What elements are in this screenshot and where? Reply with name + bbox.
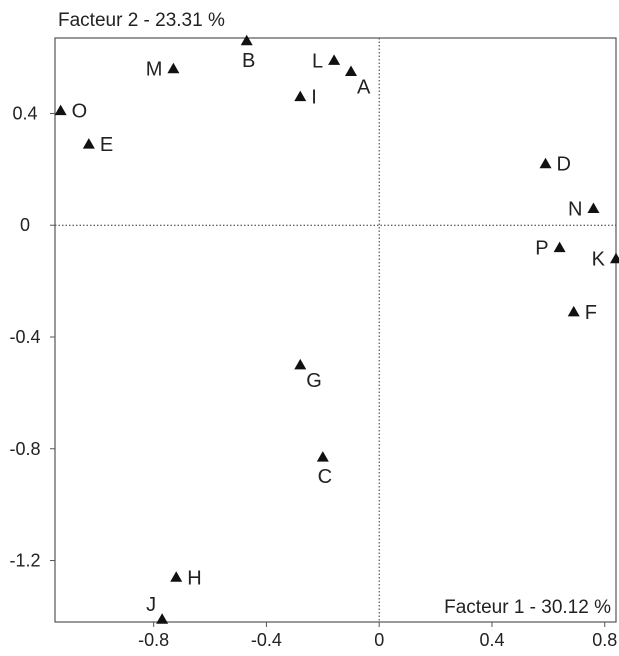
- triangle-marker: [240, 34, 253, 46]
- tick-labels: -0.8 -0.4 0 0.4 0.8 0.4 0 -0.4 -0.8 -1.2: [9, 103, 617, 650]
- triangle-marker: [316, 451, 329, 462]
- point-i: I: [294, 87, 317, 109]
- point-label: G: [306, 370, 322, 392]
- x-axis-title: Facteur 1 - 30.12 %: [444, 597, 611, 618]
- point-e: E: [82, 134, 113, 156]
- triangle-marker: [345, 65, 358, 77]
- triangle-marker: [553, 241, 566, 253]
- triangle-marker: [54, 104, 67, 116]
- point-label: P: [535, 238, 548, 260]
- point-p: P: [535, 238, 566, 260]
- point-label: L: [312, 50, 323, 72]
- point-l: L: [312, 50, 341, 72]
- triangle-marker: [82, 138, 95, 149]
- point-label: D: [557, 154, 571, 176]
- triangle-marker: [156, 613, 169, 624]
- triangle-marker: [567, 305, 580, 317]
- point-n: N: [568, 198, 600, 220]
- triangle-marker: [610, 252, 619, 264]
- point-label: C: [318, 466, 332, 488]
- point-j: J: [146, 594, 169, 624]
- triangle-marker: [294, 358, 307, 370]
- x-tick-label: 0.4: [479, 630, 504, 650]
- point-label: A: [357, 77, 371, 99]
- triangle-marker: [167, 62, 180, 74]
- point-label: F: [585, 302, 597, 324]
- point-d: D: [539, 154, 571, 176]
- y-tick-label: -1.2: [9, 551, 40, 571]
- triangle-marker: [539, 157, 552, 169]
- point-label: O: [72, 101, 88, 123]
- point-m: M: [146, 59, 180, 81]
- point-label: K: [592, 249, 606, 271]
- point-b: B: [240, 34, 255, 72]
- triangle-marker: [294, 90, 307, 102]
- point-o: O: [54, 101, 88, 123]
- point-label: E: [100, 134, 113, 156]
- zero-lines: [55, 38, 616, 622]
- y-axis-title: Facteur 2 - 23.31 %: [58, 10, 225, 31]
- point-label: M: [146, 59, 163, 81]
- y-tick-label: 0: [20, 215, 30, 235]
- point-g: G: [294, 358, 322, 392]
- y-tick-label: -0.4: [9, 327, 40, 347]
- point-label: B: [242, 50, 255, 72]
- x-tick-label: -0.4: [251, 630, 282, 650]
- point-a: A: [345, 65, 371, 99]
- point-label: I: [311, 87, 317, 109]
- point-label: H: [187, 567, 201, 589]
- x-tick-label: 0.8: [592, 630, 617, 650]
- point-label: N: [568, 198, 582, 220]
- plot-frame: [54, 37, 617, 623]
- point-c: C: [316, 451, 332, 488]
- point-h: H: [170, 567, 202, 589]
- point-k: K: [592, 249, 619, 271]
- triangle-marker: [328, 54, 341, 65]
- x-tick-label: -0.8: [138, 630, 169, 650]
- point-label: J: [146, 594, 156, 616]
- triangle-marker: [170, 571, 183, 582]
- x-tick-label: 0: [374, 630, 384, 650]
- y-tick-label: 0.4: [12, 103, 37, 123]
- point-f: F: [567, 302, 597, 324]
- y-tick-label: -0.8: [9, 439, 40, 459]
- data-points: A B C D E F G H I J K L M N O P: [54, 34, 619, 624]
- triangle-marker: [587, 202, 600, 213]
